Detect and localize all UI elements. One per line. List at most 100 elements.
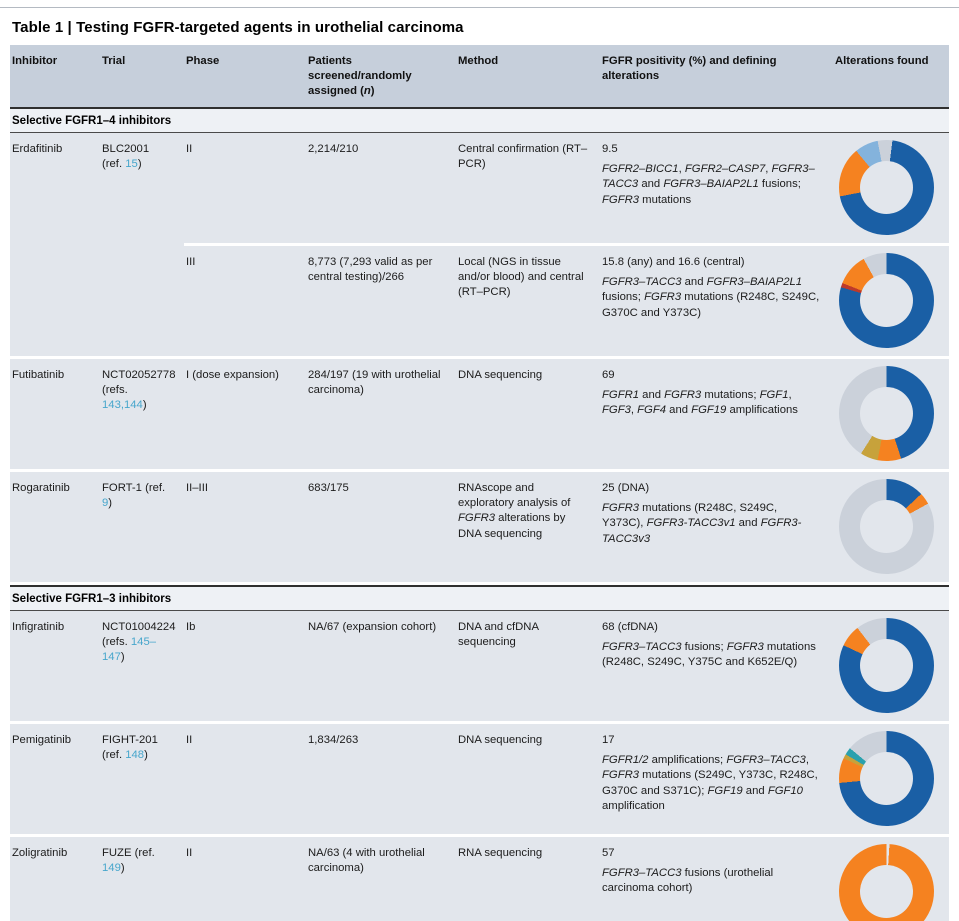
column-header-inhibitor: Inhibitor <box>12 55 58 67</box>
cell-trial: FUZE (ref. 149) <box>102 846 155 875</box>
cell-inhibitor: Infigratinib <box>12 620 65 633</box>
defining-alterations-text: FGFR3–TACC3 and FGFR3–BAIAP2L1 fusions; … <box>602 276 820 319</box>
cell-method: DNA and cfDNA sequencing <box>458 620 539 649</box>
cell-trial: FORT-1 (ref. 9) <box>102 481 166 510</box>
cell-alterations <box>833 611 949 721</box>
cell-alterations <box>833 133 949 243</box>
ref-link[interactable]: 145–147 <box>102 636 157 664</box>
section-header: Selective FGFR1–3 inhibitors <box>10 584 949 611</box>
defining-alterations-text: FGFR1 and FGFR3 mutations; FGF1, FGF3, F… <box>602 389 798 417</box>
cell-patients: 2,214/210 <box>308 142 359 155</box>
cell-trial: NCT02052778 (refs. 143,144) <box>102 368 176 412</box>
donut-hole <box>860 160 913 214</box>
column-header-row: Inhibitor Trial Phase Patients screened/… <box>10 45 949 107</box>
donut-hole <box>860 386 913 440</box>
fgfr-positivity-value: 15.8 (any) and 16.6 (central) <box>602 255 745 268</box>
defining-alterations-text: FGFR1/2 amplifications; FGFR3–TACC3, FGF… <box>602 754 818 813</box>
cell-phase: II–III <box>186 481 208 494</box>
column-header-method: Method <box>458 55 499 67</box>
fgfr-positivity-value: 17 <box>602 733 615 746</box>
cell-inhibitor: Rogaratinib <box>12 481 70 494</box>
donut-hole <box>860 638 913 692</box>
table-row: Rogaratinib FORT-1 (ref. 9) II–III 683/175 R… <box>10 471 949 582</box>
cell-alterations <box>833 724 949 834</box>
defining-alterations-text: FGFR2–BICC1, FGFR2–CASP7, FGFR3–TACC3 an… <box>602 163 815 206</box>
cell-method: Central confirmation (RT–PCR) <box>458 142 588 171</box>
fgfr-positivity-value: 68 (cfDNA) <box>602 620 658 633</box>
cell-alterations <box>833 359 949 469</box>
cell-patients: 1,834/263 <box>308 733 359 746</box>
defining-alterations-text: FGFR3–TACC3 fusions (urothelial carcinom… <box>602 867 774 895</box>
cell-method: DNA sequencing <box>458 368 543 381</box>
cell-positivity: 17 FGFR1/2 amplifications; FGFR3–TACC3, F… <box>600 724 833 834</box>
cell-phase: III <box>184 242 306 356</box>
cell-positivity: 57 FGFR3–TACC3 fusions (urothelial carcin… <box>600 837 833 921</box>
cell-positivity: 25 (DNA) FGFR3 mutations (R248C, S249C, Y… <box>600 472 833 582</box>
column-header-patients: Patients screened/randomly assigned (n) <box>308 55 412 97</box>
table-row: Futibatinib NCT02052778 (refs. 143,144) I … <box>10 358 949 469</box>
column-header-alterations-found: Alterations found <box>835 55 929 67</box>
alterations-donut-chart <box>839 843 934 921</box>
cell-phase: II <box>186 142 193 155</box>
section-header: Selective FGFR1–4 inhibitors <box>10 106 949 133</box>
donut-hole <box>860 273 913 327</box>
cell-trial: NCT01004224 (refs. 145–147) <box>102 620 176 664</box>
column-header-fgfr-positivity: FGFR positivity (%) and defining alterat… <box>602 55 777 82</box>
cell-inhibitor: Erdafitinib <box>12 142 63 155</box>
defining-alterations-text: FGFR3 mutations (R248C, S249C, Y373C), F… <box>602 502 802 545</box>
fgfr-positivity-value: 69 <box>602 368 615 381</box>
alterations-donut-chart <box>839 252 934 348</box>
cell-patients: 284/197 (19 with urothelial carcinoma) <box>308 368 441 397</box>
cell-positivity: 15.8 (any) and 16.6 (central) FGFR3–TACC3… <box>600 242 833 356</box>
fgfr-positivity-value: 9.5 <box>602 142 618 155</box>
table-row: Erdafitinib BLC2001 (ref. 15) II 2,214/210 C… <box>10 132 949 356</box>
table-row: Infigratinib NCT01004224 (refs. 145–147) I… <box>10 610 949 721</box>
donut-hole <box>860 751 913 805</box>
column-header-phase: Phase <box>186 55 220 67</box>
table-body: Selective FGFR1–4 inhibitors Erdafitinib B… <box>10 106 949 921</box>
ref-link[interactable]: 15 <box>125 158 138 171</box>
cell-phase: I (dose expansion) <box>186 368 279 381</box>
cell-method: RNAscope and exploratory analysis of FGF… <box>458 481 571 540</box>
fgfr-positivity-value: 57 <box>602 846 615 859</box>
table-row: Pemigatinib FIGHT-201 (ref. 148) II 1,834/2… <box>10 723 949 834</box>
cell-patients: 8,773 (7,293 valid as per central testin… <box>306 242 456 356</box>
cell-method: Local (NGS in tissue and/or blood) and c… <box>456 242 600 356</box>
alterations-donut-chart <box>839 139 934 235</box>
ref-link[interactable]: 143,144 <box>102 399 143 412</box>
cell-patients: NA/67 (expansion cohort) <box>308 620 437 633</box>
cell-trial: FIGHT-201 (ref. 148) <box>102 733 158 762</box>
table-row: Zoligratinib FUZE (ref. 149) II NA/63 (4 wi… <box>10 836 949 921</box>
cell-phase: II <box>186 733 193 746</box>
cell-inhibitor: Zoligratinib <box>12 846 68 859</box>
alterations-donut-chart <box>839 617 934 713</box>
cell-alterations <box>833 837 949 921</box>
cell-patients: NA/63 (4 with urothelial carcinoma) <box>308 846 425 875</box>
donut-hole <box>860 499 913 553</box>
donut-hole <box>860 864 913 918</box>
top-divider <box>0 7 959 8</box>
cell-alterations <box>833 472 949 582</box>
alterations-donut-chart <box>839 365 934 461</box>
cell-trial: BLC2001 (ref. 15) <box>102 142 150 171</box>
column-header-trial: Trial <box>102 55 126 67</box>
cell-inhibitor: Pemigatinib <box>12 733 72 746</box>
cell-positivity: 68 (cfDNA) FGFR3–TACC3 fusions; FGFR3 mut… <box>600 611 833 721</box>
alterations-donut-chart <box>839 730 934 826</box>
cell-positivity: 9.5 FGFR2–BICC1, FGFR2–CASP7, FGFR3–TACC3… <box>600 133 833 243</box>
cell-patients: 683/175 <box>308 481 349 494</box>
fgfr-positivity-value: 25 (DNA) <box>602 481 650 494</box>
table-title: Table 1 | Testing FGFR-targeted agents i… <box>12 19 464 36</box>
defining-alterations-text: FGFR3–TACC3 fusions; FGFR3 mutations (R2… <box>602 641 816 669</box>
cell-alterations <box>833 242 949 356</box>
cell-method: RNA sequencing <box>458 846 543 859</box>
ref-link[interactable]: 9 <box>102 497 109 510</box>
cell-phase: Ib <box>186 620 196 633</box>
ref-link[interactable]: 148 <box>125 749 145 762</box>
alterations-donut-chart <box>839 478 934 574</box>
cell-phase: II <box>186 846 193 859</box>
ref-link[interactable]: 149 <box>102 862 121 875</box>
cell-positivity: 69 FGFR1 and FGFR3 mutations; FGF1, FGF3,… <box>600 359 833 469</box>
cell-inhibitor: Futibatinib <box>12 368 65 381</box>
